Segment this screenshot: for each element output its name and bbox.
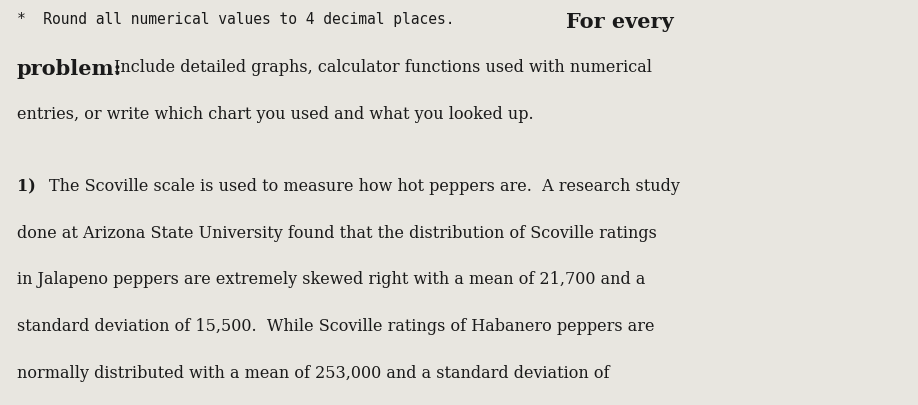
Text: 1): 1) <box>17 177 35 194</box>
Text: Include detailed graphs, calculator functions used with numerical: Include detailed graphs, calculator func… <box>114 59 652 76</box>
Text: *  Round all numerical values to 4 decimal places.: * Round all numerical values to 4 decima… <box>17 12 454 27</box>
Text: normally distributed with a mean of 253,000 and a standard deviation of: normally distributed with a mean of 253,… <box>17 364 609 381</box>
Text: The Scoville scale is used to measure how hot peppers are.  A research study: The Scoville scale is used to measure ho… <box>49 177 679 194</box>
Text: standard deviation of 15,500.  While Scoville ratings of Habanero peppers are: standard deviation of 15,500. While Scov… <box>17 317 654 334</box>
Text: entries, or write which chart you used and what you looked up.: entries, or write which chart you used a… <box>17 105 533 122</box>
Text: problem:: problem: <box>17 59 122 79</box>
Text: in Jalapeno peppers are extremely skewed right with a mean of 21,700 and a: in Jalapeno peppers are extremely skewed… <box>17 271 645 288</box>
Text: For every: For every <box>566 12 674 32</box>
Text: done at Arizona State University found that the distribution of Scoville ratings: done at Arizona State University found t… <box>17 224 656 241</box>
